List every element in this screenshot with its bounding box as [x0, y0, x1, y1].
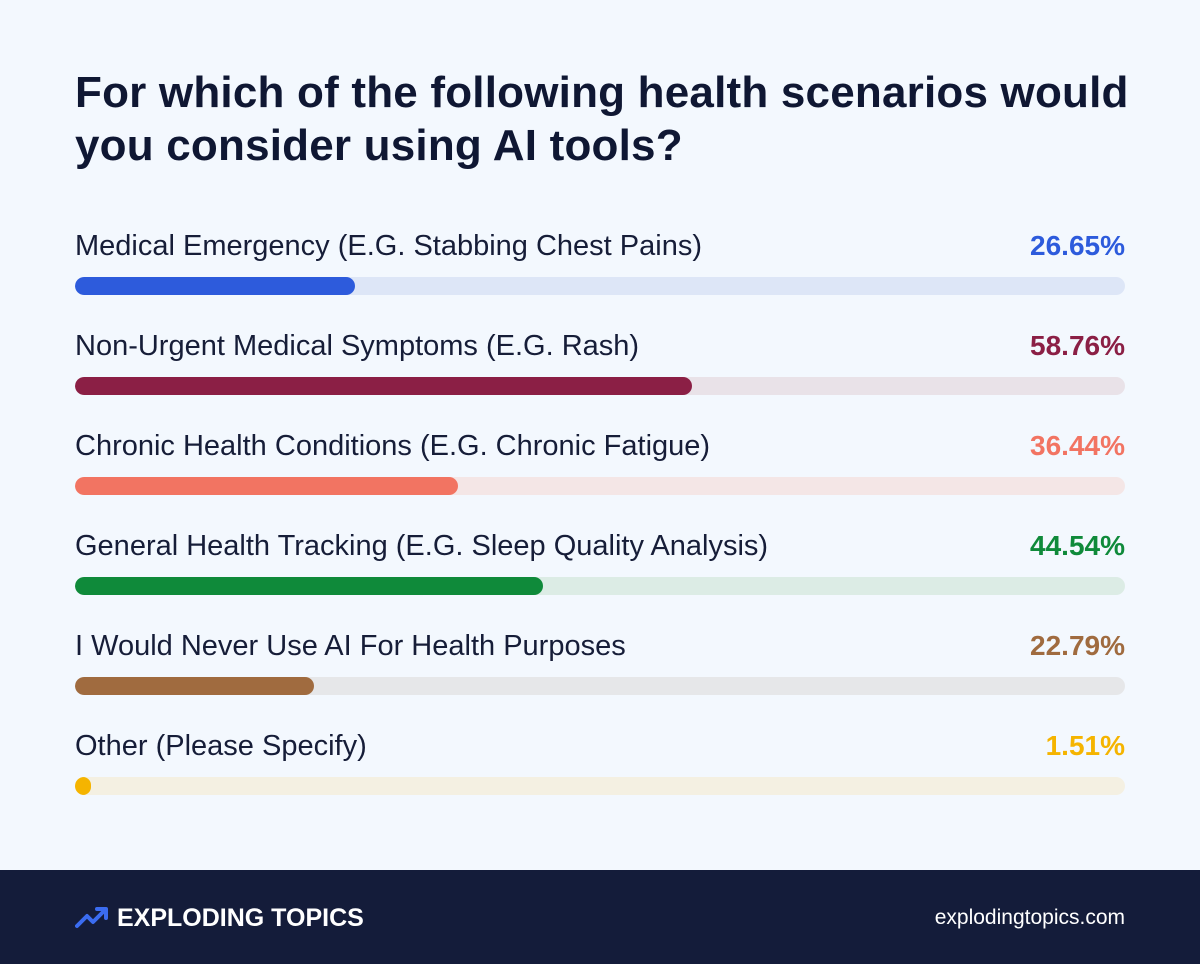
bar-row: Non-Urgent Medical Symptoms (E.G. Rash) 5… [75, 322, 1125, 422]
bar-label: Medical Emergency (E.G. Stabbing Chest P… [75, 230, 702, 262]
bar-track [75, 777, 1125, 795]
bar-track [75, 577, 1125, 595]
bar-fill [75, 677, 315, 695]
trending-arrow-icon [75, 907, 108, 928]
bar-row: I Would Never Use AI For Health Purposes… [75, 622, 1125, 722]
bar-track [75, 477, 1125, 495]
brand-logo[interactable]: EXPLODING TOPICS [75, 900, 364, 936]
bar-track [75, 377, 1125, 395]
bar-row: Medical Emergency (E.G. Stabbing Chest P… [75, 222, 1125, 322]
bar-fill [75, 477, 458, 495]
bar-value-label: 36.44% [1030, 430, 1125, 461]
bar-value-label: 26.65% [1030, 230, 1125, 261]
bar-row: Chronic Health Conditions (E.G. Chronic … [75, 422, 1125, 522]
bar-label: I Would Never Use AI For Health Purposes [75, 630, 626, 662]
bar-fill [75, 377, 692, 395]
bar-fill [75, 777, 91, 795]
bar-row: General Health Tracking (E.G. Sleep Qual… [75, 522, 1125, 622]
bar-track [75, 277, 1125, 295]
bar-label: General Health Tracking (E.G. Sleep Qual… [75, 530, 769, 562]
footer: EXPLODING TOPICS explodingtopics.com [0, 870, 1200, 964]
bar-fill [75, 277, 355, 295]
bar-fill [75, 577, 543, 595]
chart-title: For which of the following health scenar… [75, 68, 1129, 170]
bar-value-label: 44.54% [1030, 530, 1125, 561]
bar-label: Chronic Health Conditions (E.G. Chronic … [75, 430, 711, 462]
bar-label: Non-Urgent Medical Symptoms (E.G. Rash) [75, 330, 640, 362]
bar-row: Other (Please Specify) 1.51% [75, 722, 1125, 822]
bar-chart: Medical Emergency (E.G. Stabbing Chest P… [75, 222, 1125, 822]
site-link[interactable]: explodingtopics.com [934, 906, 1125, 929]
bar-value-label: 1.51% [1045, 730, 1125, 761]
bar-label: Other (Please Specify) [75, 730, 367, 762]
brand-name: EXPLODING TOPICS [117, 903, 364, 932]
bar-value-label: 58.76% [1030, 330, 1125, 361]
bar-value-label: 22.79% [1030, 630, 1125, 661]
bar-track [75, 677, 1125, 695]
